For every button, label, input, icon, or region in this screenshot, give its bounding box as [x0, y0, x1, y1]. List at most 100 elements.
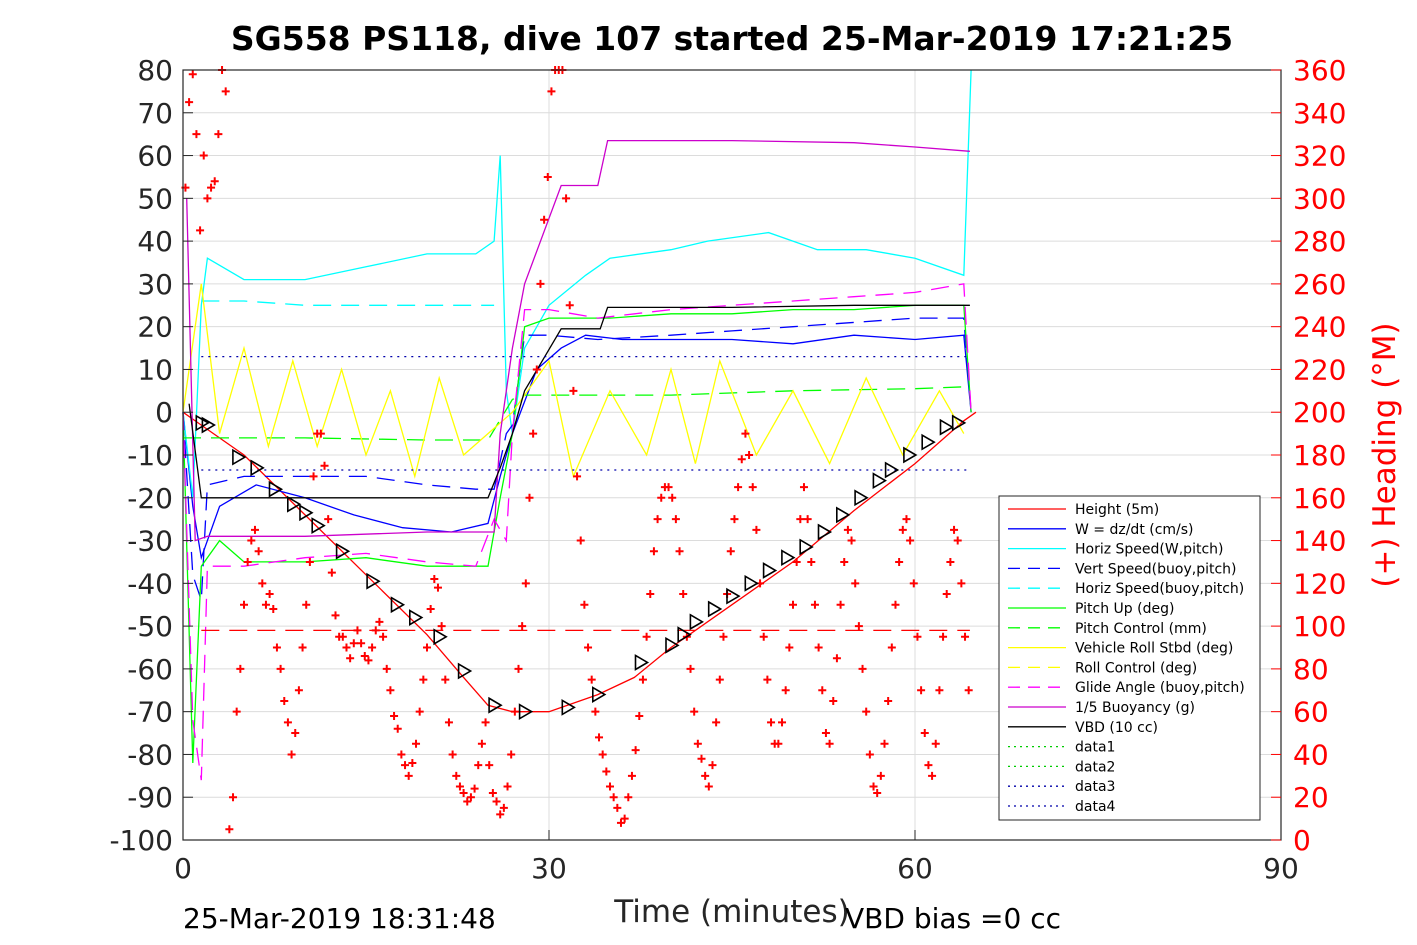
- right-tick-label: 0: [1293, 824, 1311, 857]
- depth-marker: [634, 654, 650, 671]
- heading-point: [247, 536, 256, 545]
- heading-point: [488, 788, 497, 797]
- depth-marker: [707, 600, 723, 618]
- depth-marker: [689, 613, 704, 631]
- heading-point: [269, 605, 278, 613]
- heading-point: [814, 643, 823, 652]
- heading-point: [763, 675, 772, 684]
- right-tick-label: 160: [1293, 482, 1346, 515]
- heading-point: [598, 750, 607, 759]
- series-line-9: [182, 283, 972, 781]
- heading-point: [891, 600, 900, 609]
- heading-point: [199, 151, 208, 160]
- heading-point: [309, 472, 318, 481]
- legend-label: Vehicle Roll Stbd (deg): [1075, 641, 1233, 657]
- heading-point: [737, 455, 746, 464]
- left-tick-label: -70: [127, 696, 173, 729]
- heading-point: [836, 600, 845, 609]
- heading-point: [909, 579, 918, 588]
- heading-point: [701, 771, 710, 780]
- heading-point: [221, 87, 230, 96]
- heading-point: [448, 750, 457, 759]
- depth-marker: [299, 504, 314, 522]
- heading-point: [734, 483, 743, 492]
- depth-marker: [561, 698, 576, 716]
- heading-point: [573, 472, 582, 481]
- heading-point: [382, 664, 391, 673]
- heading-point: [250, 525, 259, 534]
- heading-point: [236, 664, 245, 673]
- x-tick-label: 30: [531, 852, 567, 885]
- x-tick-label: 60: [897, 852, 933, 885]
- heading-point: [796, 515, 805, 524]
- heading-point: [767, 718, 776, 727]
- x-axis: 0 30 60 90: [174, 830, 1299, 885]
- left-tick-label: 60: [137, 140, 173, 173]
- depth-marker: [201, 416, 216, 434]
- left-tick-label: -10: [127, 439, 173, 472]
- heading-point: [606, 782, 614, 791]
- heading-point: [829, 696, 838, 705]
- depth-marker: [744, 574, 759, 592]
- right-tick-label: 340: [1293, 97, 1346, 130]
- heading-point: [832, 654, 841, 663]
- heading-point: [280, 696, 289, 705]
- heading-point: [331, 611, 340, 620]
- right-tick-label: 200: [1293, 396, 1346, 429]
- heading-point: [342, 643, 351, 652]
- heading-point: [507, 750, 516, 759]
- right-tick-label: 260: [1293, 268, 1346, 301]
- legend-box: [998, 495, 1261, 821]
- x-tick-label: 90: [1263, 852, 1299, 885]
- heading-point: [693, 739, 702, 748]
- right-tick-label: 140: [1293, 525, 1346, 558]
- depth-marker: [665, 636, 680, 654]
- heading-point: [748, 483, 757, 492]
- heading-point: [657, 493, 666, 502]
- right-tick-label: 180: [1293, 439, 1346, 472]
- heading-point: [485, 761, 494, 770]
- right-tick-label: 220: [1293, 353, 1346, 386]
- left-axis: 80 70 60 50 40 30 20 10 0 -10 -20 -30 -40 -50 -60 -70 -8…: [109, 54, 193, 857]
- heading-point: [774, 739, 783, 748]
- heading-point: [569, 386, 578, 395]
- heading-point: [587, 675, 596, 684]
- left-tick-label: 0: [155, 396, 173, 429]
- heading-point: [401, 761, 410, 770]
- heading-point: [854, 622, 863, 631]
- heading-point: [602, 767, 611, 776]
- heading-point: [514, 664, 523, 673]
- heading-point: [349, 639, 358, 648]
- heading-point: [276, 664, 285, 673]
- heading-point: [825, 739, 834, 748]
- heading-point: [192, 130, 201, 139]
- heading-point: [188, 70, 197, 79]
- heading-point: [799, 483, 808, 492]
- heading-point: [327, 568, 336, 577]
- heading-point: [649, 547, 658, 556]
- heading-point: [810, 600, 819, 609]
- heading-point: [510, 707, 519, 716]
- heading-point: [397, 750, 406, 759]
- depth-marker: [366, 572, 381, 590]
- heading-point: [961, 632, 970, 641]
- heading-point: [690, 707, 699, 716]
- legend-label: data4: [1075, 799, 1116, 815]
- heading-point: [712, 718, 721, 727]
- heading-point: [287, 750, 296, 759]
- heading-point: [291, 729, 300, 738]
- heading-point: [946, 557, 955, 566]
- heading-point: [902, 515, 911, 524]
- heading-point: [942, 590, 951, 599]
- heading-point: [792, 557, 801, 566]
- heading-point: [675, 547, 684, 556]
- depth-marker: [677, 626, 692, 644]
- heading-point: [258, 579, 267, 588]
- heading-point: [759, 632, 768, 641]
- heading-point: [613, 803, 622, 812]
- depth-marker: [433, 628, 448, 646]
- heading-point: [895, 557, 904, 566]
- heading-point: [668, 493, 677, 502]
- heading-point: [778, 718, 787, 727]
- heading-point: [697, 754, 706, 763]
